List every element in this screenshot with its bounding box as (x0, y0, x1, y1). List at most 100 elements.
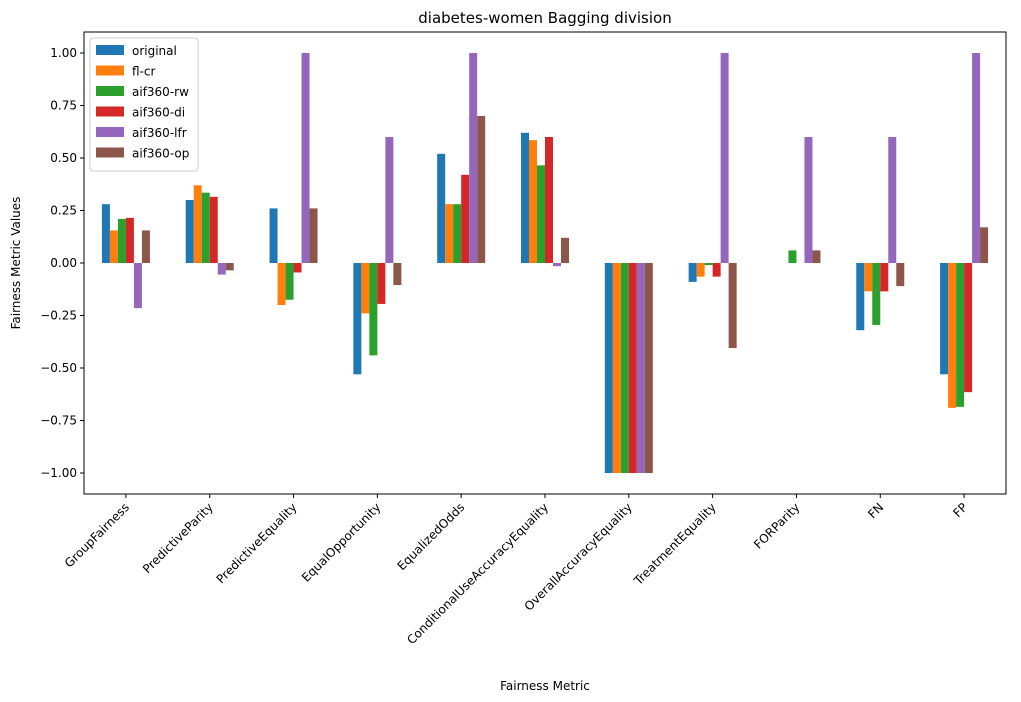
y-tick-label: −1.00 (40, 466, 77, 480)
x-tick-label: FN (865, 500, 886, 521)
bar-fl-cr-PredictiveEquality (277, 263, 286, 305)
legend-label-aif360-di: aif360-di (132, 106, 185, 120)
x-tick-label: PredictiveEquality (214, 500, 300, 586)
bar-aif360-rw-ConditionalUseAccuracyEquality (537, 165, 545, 263)
bar-fl-cr-EqualOpportunity (361, 263, 370, 314)
bar-aif360-lfr-TreatmentEquality (720, 53, 729, 263)
bar-aif360-lfr-PredictiveEquality (301, 53, 310, 263)
bar-aif360-lfr-ConditionalUseAccuracyEquality (553, 263, 561, 267)
legend-label-aif360-lfr: aif360-lfr (132, 126, 187, 140)
bar-original-GroupFairness (101, 204, 110, 263)
bar-aif360-rw-FP (956, 263, 965, 407)
legend-label-original: original (132, 44, 177, 58)
legend-label-aif360-op: aif360-op (132, 147, 189, 161)
bar-aif360-op-EqualOpportunity (393, 263, 402, 286)
plot-frame (83, 31, 1007, 495)
x-tick-label: EqualOpportunity (299, 500, 384, 585)
x-tick-label: PredictiveParity (140, 500, 216, 576)
bar-aif360-di-GroupFairness (125, 217, 134, 263)
y-tick-label: 1.00 (50, 46, 77, 60)
bar-aif360-lfr-FP (972, 53, 981, 263)
bar-aif360-rw-FORParity (788, 250, 797, 263)
legend: original fl-cr aif360-rw aif360-di aif360-lf… (89, 37, 199, 172)
bar-original-FN (856, 263, 865, 331)
bar-aif360-lfr-FORParity (804, 137, 813, 263)
bar-fl-cr-GroupFairness (109, 230, 118, 263)
bar-original-OverallAccuracyEquality (604, 263, 613, 473)
bar-aif360-op-ConditionalUseAccuracyEquality (561, 237, 569, 263)
x-tick-label: FP (950, 500, 970, 520)
y-tick-label: −0.50 (40, 361, 77, 375)
y-tick-label: 0.00 (50, 256, 77, 270)
bar-aif360-di-OverallAccuracyEquality (628, 263, 637, 473)
legend-label-fl-cr: fl-cr (132, 65, 155, 79)
bar-original-TreatmentEquality (688, 263, 697, 282)
x-tick-label: FORParity (751, 500, 802, 551)
bar-fl-cr-PredictiveParity (193, 185, 202, 263)
bar-fl-cr-FP (948, 263, 957, 408)
bars-group (101, 53, 989, 473)
bar-aif360-op-PredictiveEquality (309, 208, 318, 263)
y-tick-label: −0.75 (40, 414, 77, 428)
bar-aif360-di-EqualizedOdds (461, 174, 470, 263)
bar-original-FP (940, 263, 949, 375)
bar-fl-cr-ConditionalUseAccuracyEquality (529, 140, 537, 263)
bar-aif360-lfr-FN (888, 137, 897, 263)
bar-aif360-rw-EqualOpportunity (369, 263, 378, 356)
x-tick-label: GroupFairness (62, 500, 132, 570)
bar-original-EqualOpportunity (353, 263, 362, 375)
y-tick-label: 0.75 (50, 99, 77, 113)
x-axis-label: Fairness Metric (500, 679, 590, 693)
bar-aif360-lfr-EqualOpportunity (385, 137, 394, 263)
bar-aif360-di-PredictiveEquality (293, 263, 302, 273)
y-tick-label: −0.25 (40, 309, 77, 323)
bar-aif360-op-FP (980, 227, 989, 263)
y-tick-label: 0.25 (50, 204, 77, 218)
y-axis: −1.00 −0.75 −0.50 −0.25 0.00 0.25 0.50 0.75 1.00 (40, 46, 84, 480)
x-tick-label: TreatmentEquality (631, 500, 719, 588)
bar-aif360-rw-OverallAccuracyEquality (620, 263, 629, 473)
chart-title: diabetes-women Bagging division (418, 9, 671, 27)
legend-swatch-fl-cr (96, 65, 124, 76)
bar-aif360-di-TreatmentEquality (712, 263, 721, 277)
bar-aif360-rw-EqualizedOdds (453, 204, 462, 263)
x-tick-label: ConditionalUseAccuracyEquality (404, 500, 551, 647)
bar-original-ConditionalUseAccuracyEquality (521, 132, 529, 263)
bar-aif360-op-TreatmentEquality (728, 263, 737, 349)
legend-label-aif360-rw: aif360-rw (132, 85, 189, 99)
bar-fl-cr-FN (864, 263, 873, 292)
bar-fl-cr-TreatmentEquality (696, 263, 705, 277)
bar-aif360-rw-GroupFairness (117, 218, 126, 263)
bar-aif360-op-FORParity (812, 250, 821, 263)
bar-aif360-op-GroupFairness (141, 230, 150, 263)
bar-aif360-op-EqualizedOdds (477, 116, 486, 263)
y-tick-label: 0.50 (50, 151, 77, 165)
legend-swatch-aif360-di (96, 106, 124, 117)
bar-aif360-di-EqualOpportunity (377, 263, 386, 304)
y-axis-label: Fairness Metric Values (9, 197, 23, 330)
bar-aif360-di-FN (880, 263, 889, 292)
x-axis: GroupFairness PredictiveParityPredictiveE… (62, 494, 970, 647)
bar-aif360-op-OverallAccuracyEquality (644, 263, 653, 473)
legend-swatch-aif360-lfr (96, 127, 124, 137)
bar-aif360-rw-FN (872, 263, 881, 325)
bar-original-EqualizedOdds (437, 153, 446, 263)
legend-swatch-original (96, 45, 124, 55)
bar-aif360-lfr-EqualizedOdds (469, 53, 478, 263)
legend-swatch-aif360-rw (96, 86, 124, 96)
x-tick-label: EqualizedOdds (394, 500, 467, 573)
bar-aif360-op-FN (896, 263, 905, 287)
bar-aif360-lfr-GroupFairness (133, 263, 142, 309)
bar-fl-cr-EqualizedOdds (445, 204, 454, 263)
bar-aif360-op-PredictiveParity (225, 263, 234, 271)
legend-swatch-aif360-op (96, 147, 124, 158)
bar-aif360-di-FP (964, 263, 973, 393)
bar-fl-cr-OverallAccuracyEquality (612, 263, 621, 473)
bar-aif360-lfr-OverallAccuracyEquality (636, 263, 645, 473)
bar-aif360-di-PredictiveParity (209, 196, 218, 263)
bar-aif360-rw-PredictiveEquality (285, 263, 294, 300)
bar-aif360-di-ConditionalUseAccuracyEquality (545, 137, 553, 263)
bar-aif360-lfr-PredictiveParity (217, 263, 226, 275)
bar-original-PredictiveParity (185, 200, 194, 263)
